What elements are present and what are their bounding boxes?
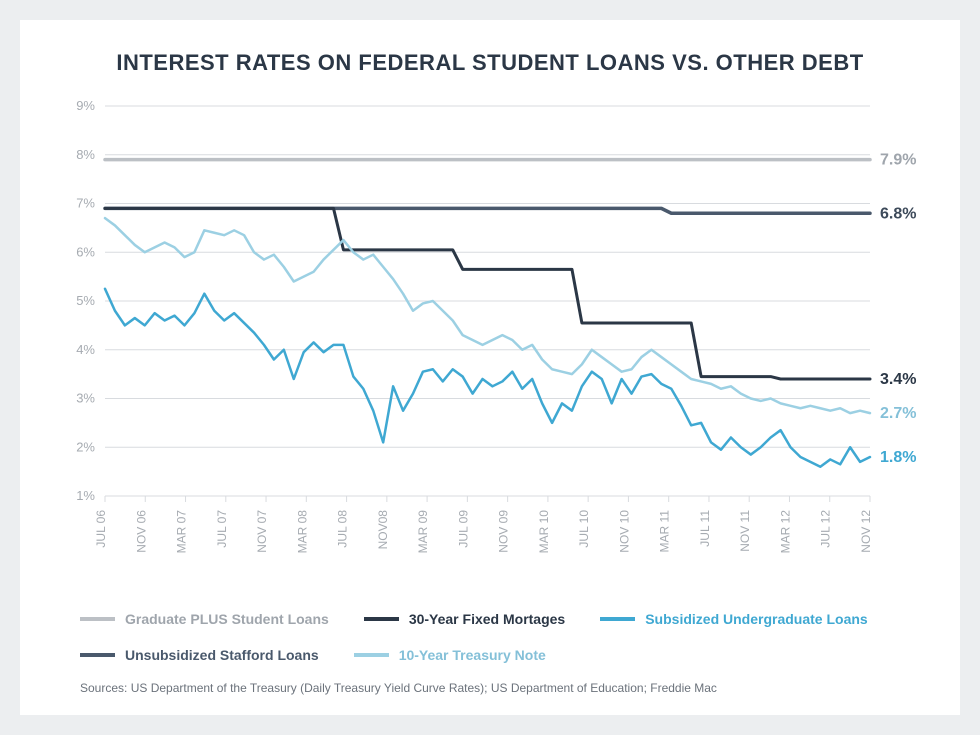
series-end-label: 3.4% xyxy=(880,371,916,388)
legend-label: Subsidized Undergraduate Loans xyxy=(645,611,867,627)
y-tick-label: 5% xyxy=(76,293,95,308)
series-end-label: 2.7% xyxy=(880,405,916,422)
x-tick-label: NOV 09 xyxy=(497,510,511,553)
legend-label: Graduate PLUS Student Loans xyxy=(125,611,329,627)
y-tick-label: 2% xyxy=(76,439,95,454)
y-tick-label: 8% xyxy=(76,147,95,162)
y-tick-label: 1% xyxy=(76,488,95,503)
x-tick-label: MAR 10 xyxy=(537,510,551,554)
x-tick-label: MAR 12 xyxy=(778,510,792,554)
chart-plot-area: 1% 2% 3% 4% 5% 6% 7% 8% 9% JUL 06 NOV 06 MAR 07 JUL … xyxy=(50,96,930,596)
x-tick-label: MAR 07 xyxy=(175,510,189,554)
chart-title: INTEREST RATES ON FEDERAL STUDENT LOANS … xyxy=(50,50,930,76)
legend-item: 30-Year Fixed Mortages xyxy=(364,611,565,627)
series-end-label: 7.9% xyxy=(880,152,916,169)
x-tick-label: JUL 12 xyxy=(819,510,833,548)
x-tick-label: MAR 09 xyxy=(416,510,430,554)
chart-card: INTEREST RATES ON FEDERAL STUDENT LOANS … xyxy=(20,20,960,715)
legend-item: 10-Year Treasury Note xyxy=(354,647,546,663)
y-tick-label: 9% xyxy=(76,98,95,113)
x-tick-label: JUL 08 xyxy=(336,510,350,548)
x-tick-label: NOV08 xyxy=(376,510,390,550)
legend-item: Unsubsidized Stafford Loans xyxy=(80,647,319,663)
x-tick-label: JUL 11 xyxy=(698,510,712,547)
y-tick-label: 7% xyxy=(76,196,95,211)
legend-swatch xyxy=(80,653,115,657)
x-tick-label: JUL 09 xyxy=(456,510,470,548)
x-tick-label: JUL 07 xyxy=(215,510,229,548)
chart-legend: Graduate PLUS Student Loans 30-Year Fixed… xyxy=(50,611,930,663)
x-tick-label: JUL 10 xyxy=(577,510,591,548)
x-tick-label: JUL 06 xyxy=(94,510,108,548)
x-tick-label: NOV 07 xyxy=(255,510,269,553)
series-end-label: 6.8% xyxy=(880,205,916,222)
legend-swatch xyxy=(80,617,115,621)
legend-label: 30-Year Fixed Mortages xyxy=(409,611,565,627)
x-tick-label: MAR 11 xyxy=(658,510,672,553)
legend-item: Graduate PLUS Student Loans xyxy=(80,611,329,627)
sources-text: Sources: US Department of the Treasury (… xyxy=(50,681,930,695)
y-tick-label: 4% xyxy=(76,342,95,357)
legend-label: 10-Year Treasury Note xyxy=(399,647,546,663)
legend-label: Unsubsidized Stafford Loans xyxy=(125,647,319,663)
legend-swatch xyxy=(364,617,399,621)
y-tick-label: 3% xyxy=(76,391,95,406)
y-tick-label: 6% xyxy=(76,244,95,259)
x-tick-label: NOV 11 xyxy=(738,510,752,552)
x-tick-label: MAR 08 xyxy=(295,510,309,554)
page-background: INTEREST RATES ON FEDERAL STUDENT LOANS … xyxy=(0,0,980,735)
legend-swatch xyxy=(600,617,635,621)
x-tick-label: NOV 12 xyxy=(859,510,873,553)
legend-swatch xyxy=(354,653,389,657)
x-tick-label: NOV 10 xyxy=(617,510,631,553)
x-tick-label: NOV 06 xyxy=(134,510,148,553)
line-chart-svg: 1% 2% 3% 4% 5% 6% 7% 8% 9% JUL 06 NOV 06 MAR 07 JUL … xyxy=(50,96,930,556)
legend-item: Subsidized Undergraduate Loans xyxy=(600,611,867,627)
series-end-label: 1.8% xyxy=(880,449,916,466)
